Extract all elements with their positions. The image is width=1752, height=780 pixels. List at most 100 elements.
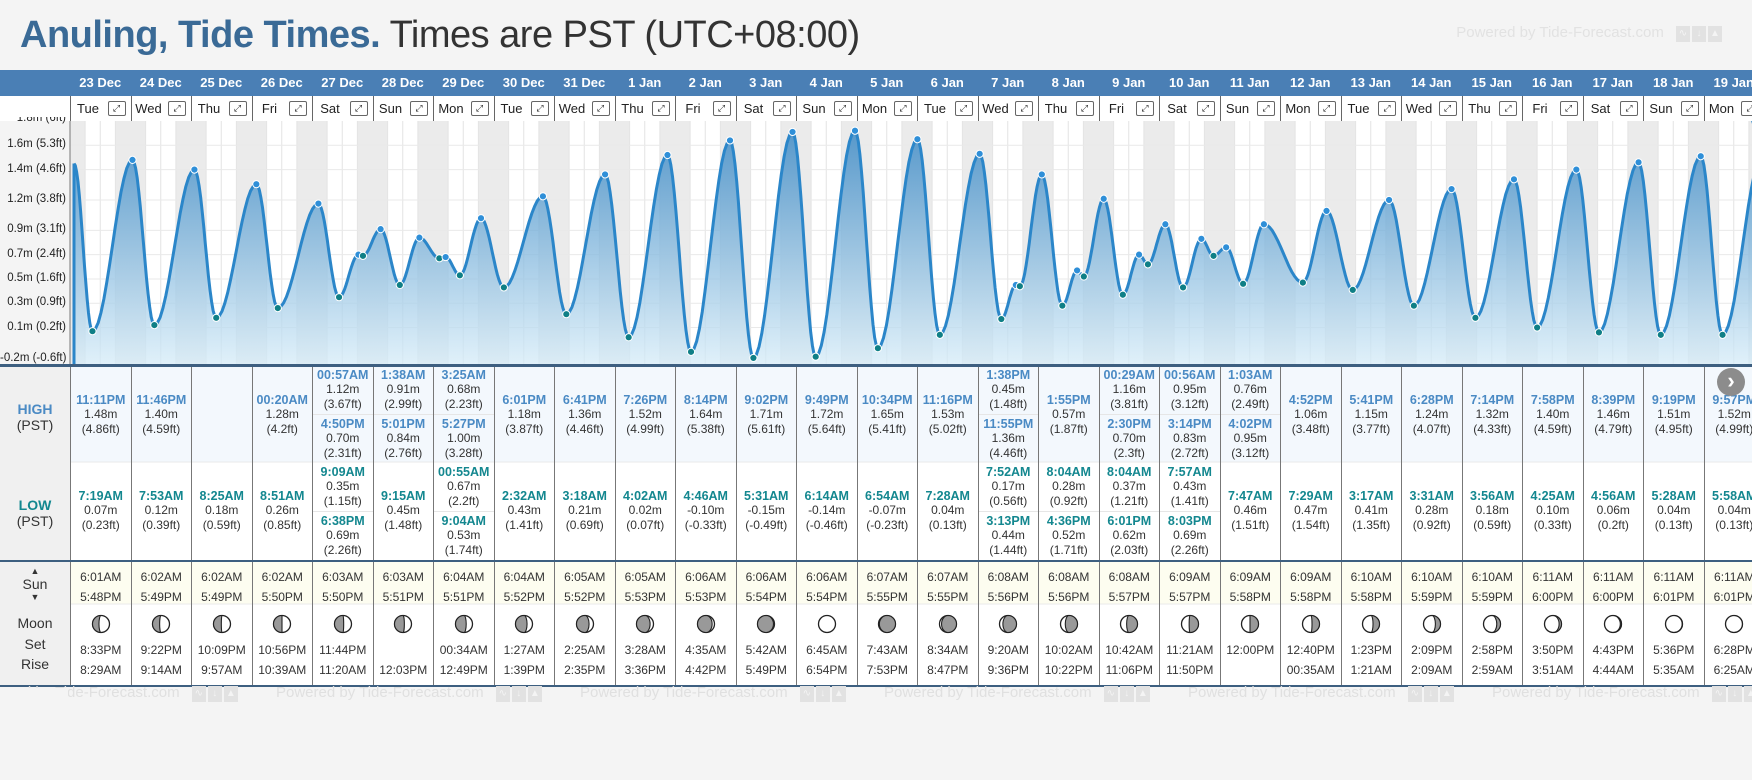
high-tide-point: [476, 214, 486, 223]
low-tide-entry: 8:04AM 0.28m (0.92ft): [1039, 463, 1099, 511]
high-tide-height-ft: (3.77ft): [1352, 421, 1391, 436]
high-tide-entry: 11:16PM 1.53m (5.02ft): [918, 391, 978, 439]
expand-icon[interactable]: ⤢: [712, 101, 731, 116]
high-tide-time: 5:01PM: [381, 417, 426, 431]
high-tide-height-m: 1.36m: [568, 406, 602, 421]
low-tide-point: [88, 327, 97, 336]
expand-icon[interactable]: ⤢: [470, 101, 489, 116]
expand-icon[interactable]: ⤢: [1559, 101, 1578, 116]
moonrise-time: 3:51AM: [1532, 663, 1574, 677]
expand-icon[interactable]: ⤢: [168, 101, 186, 116]
high-tide-height-ft: (4.79ft): [1594, 421, 1633, 436]
high-tide-height-ft: (4.59ft): [1533, 421, 1572, 436]
high-tide-time: 1:03AM: [1228, 368, 1273, 382]
low-tide-point: [811, 352, 820, 361]
high-tide-entry: 00:29AM 1.16m (3.81ft): [1100, 366, 1160, 414]
moonset-time: 10:02AM: [1044, 643, 1093, 657]
label-column-bg: [0, 367, 70, 561]
low-tide-entry: 8:25AM 0.18m (0.59ft): [192, 487, 252, 535]
expand-icon[interactable]: ⤢: [1680, 101, 1699, 116]
expand-icon[interactable]: ⤢: [1075, 101, 1094, 116]
day-name: Fri: [1532, 101, 1548, 116]
low-tide-height-ft: (-0.23ft): [866, 518, 909, 532]
low-tide-height-m: 0.43m: [507, 503, 541, 517]
expand-icon[interactable]: ⤢: [289, 101, 307, 116]
expand-icon[interactable]: ⤢: [652, 101, 670, 116]
day-header: Tue ⤢: [917, 96, 978, 121]
high-tide-cell: 7:14PM 1.32m (4.33ft): [1461, 367, 1523, 462]
low-tide-height-m: 0.37m: [1112, 478, 1146, 493]
low-tide-height-m: 0.12m: [144, 503, 178, 517]
low-tide-height-ft: (0.59ft): [1473, 518, 1512, 532]
low-tide-height-m: 0.02m: [628, 503, 662, 517]
sun-cell: 6:11AM 6:00PM: [1582, 562, 1644, 604]
sunrise-time: 6:09AM: [1229, 570, 1271, 584]
moonrise-time: 3:36PM: [624, 663, 666, 677]
moon-phase-icon: [696, 614, 715, 634]
low-tide-point: [1718, 330, 1727, 339]
high-tide-cell: 6:01PM 1.18m (3.87ft): [493, 367, 555, 462]
powered-by-link[interactable]: Powered by Tide-Forecast.com ∿ ↓ ▲: [1456, 24, 1722, 42]
expand-icon[interactable]: ⤢: [894, 101, 912, 116]
low-tide-point: [1348, 285, 1357, 294]
high-tide-point: [1197, 234, 1206, 243]
expand-icon[interactable]: ⤢: [1499, 101, 1517, 116]
high-tide-point: [441, 252, 450, 262]
low-tide-time: 2:32AM: [502, 489, 547, 503]
moon-phase-icon: [938, 614, 957, 634]
low-tide-cell: 4:46AM -0.10m (-0.33ft): [675, 462, 736, 560]
next-button[interactable]: ›: [1717, 368, 1745, 396]
expand-icon[interactable]: ⤢: [410, 101, 428, 116]
high-tide-height-ft: (1.48ft): [989, 397, 1028, 411]
sunrise-arrow-icon: ▲: [30, 566, 40, 576]
low-tide-entry: 8:51AM 0.26m (0.85ft): [253, 487, 313, 535]
expand-icon[interactable]: ⤢: [228, 101, 247, 116]
sunrise-time: 6:07AM: [866, 570, 908, 584]
low-tide-entry: 7:19AM 0.07m (0.23ft): [71, 487, 131, 535]
expand-icon[interactable]: ⤢: [1378, 101, 1396, 116]
y-axis-tick-label: 0.1m (0.2ft): [7, 320, 66, 333]
expand-icon[interactable]: ⤢: [349, 101, 368, 116]
tide-forecast-logo-icon: ∿ ↓ ▲: [190, 685, 238, 702]
day-name: Thu: [197, 101, 221, 116]
low-tide-entry: 7:52AM 0.17m (0.56ft): [979, 463, 1039, 511]
high-tide-time: 4:50PM: [320, 417, 365, 431]
expand-icon[interactable]: ⤢: [1317, 101, 1336, 116]
expand-icon[interactable]: ⤢: [773, 101, 791, 116]
expand-icon[interactable]: ⤢: [1015, 101, 1033, 116]
sunset-time: 5:51PM: [443, 590, 485, 604]
expand-icon[interactable]: ⤢: [954, 101, 973, 116]
high-tide-time: 4:52PM: [1288, 392, 1333, 407]
expand-icon[interactable]: ⤢: [1438, 101, 1457, 116]
low-tide-point: [624, 333, 633, 342]
high-tide-height-m: 1.51m: [1657, 406, 1691, 421]
moonrise-time: 8:47PM: [927, 663, 969, 677]
moonset-time: 10:09PM: [197, 643, 246, 657]
expand-icon[interactable]: ⤢: [1257, 101, 1275, 116]
high-tide-height-m: 0.76m: [1233, 382, 1267, 396]
high-tide-time: 1:55PM: [1046, 392, 1091, 407]
high-tide-height-m: 1.28m: [265, 406, 299, 421]
expand-icon[interactable]: ⤢: [1196, 101, 1215, 116]
moonset-time: 11:21AM: [1166, 643, 1214, 657]
low-tide-entry: 6:38PM 0.69m (2.26ft): [313, 510, 373, 560]
expand-icon[interactable]: ⤢: [1136, 101, 1154, 116]
high-tide-height-ft: (5.41ft): [868, 421, 907, 436]
low-tide-point: [499, 283, 508, 292]
expand-icon[interactable]: ⤢: [107, 101, 126, 116]
expand-icon[interactable]: ⤢: [1741, 101, 1752, 116]
low-tide-time: 7:53AM: [139, 489, 184, 503]
moon-phase-icon: [1422, 614, 1441, 634]
expand-icon[interactable]: ⤢: [1620, 101, 1638, 116]
expand-icon[interactable]: ⤢: [531, 101, 549, 116]
expand-icon[interactable]: ⤢: [591, 101, 610, 116]
low-tide-height-m: 0.69m: [326, 527, 360, 542]
high-tide-point: [1099, 194, 1108, 203]
date-header: 12 Jan: [1290, 75, 1331, 90]
moonrise-time: 11:50PM: [1166, 663, 1214, 677]
high-tide-height-ft: (3.12ft): [1170, 397, 1209, 411]
low-tide-time: 8:04AM: [1046, 464, 1091, 479]
expand-icon[interactable]: ⤢: [833, 101, 852, 116]
high-tide-height-m: 1.65m: [870, 406, 904, 421]
low-tide-entry: 4:46AM -0.10m (-0.33ft): [676, 487, 736, 535]
